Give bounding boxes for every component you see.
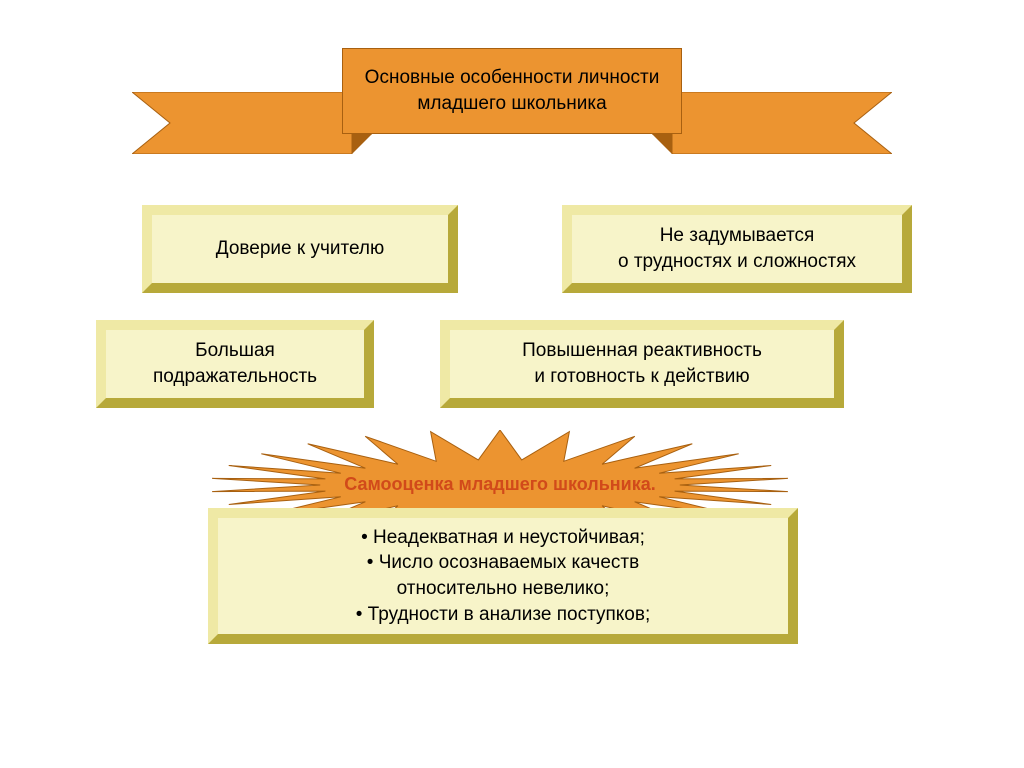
feature-text-line2: о трудностях и сложностях (618, 249, 856, 275)
feature-text-line2: подражательность (153, 364, 317, 390)
ribbon-tail-left (132, 92, 372, 154)
title-ribbon: Основные особенности личности младшего ш… (132, 48, 892, 194)
feature-text-line2: и готовность к действию (534, 364, 749, 390)
ribbon-title-line2: младшего школьника (417, 91, 606, 117)
selfesteem-bullets-box: • Неадекватная и неустойчивая; • Число о… (208, 508, 798, 644)
bullet-line: • Трудности в анализе поступков; (356, 602, 651, 628)
feature-box-nothinking: Не задумывается о трудностях и сложностя… (562, 205, 912, 293)
feature-box-reactivity: Повышенная реактивность и готовность к д… (440, 320, 844, 408)
starburst-label: Самооценка младшего школьника. (210, 474, 790, 495)
feature-box-imitation: Большая подражательность (96, 320, 374, 408)
bullet-line: • Число осознаваемых качеств (367, 550, 639, 576)
feature-text-line1: Большая (195, 338, 275, 364)
bullet-line: • Неадекватная и неустойчивая; (361, 525, 645, 551)
feature-text-line1: Повышенная реактивность (522, 338, 762, 364)
ribbon-title-line1: Основные особенности личности (365, 65, 660, 91)
feature-box-trust: Доверие к учителю (142, 205, 458, 293)
feature-text-line1: Не задумывается (660, 223, 815, 249)
ribbon-tail-right (652, 92, 892, 154)
feature-text: Доверие к учителю (216, 236, 385, 262)
ribbon-center-panel: Основные особенности личности младшего ш… (342, 48, 682, 134)
bullet-line: относительно невелико; (397, 576, 610, 602)
